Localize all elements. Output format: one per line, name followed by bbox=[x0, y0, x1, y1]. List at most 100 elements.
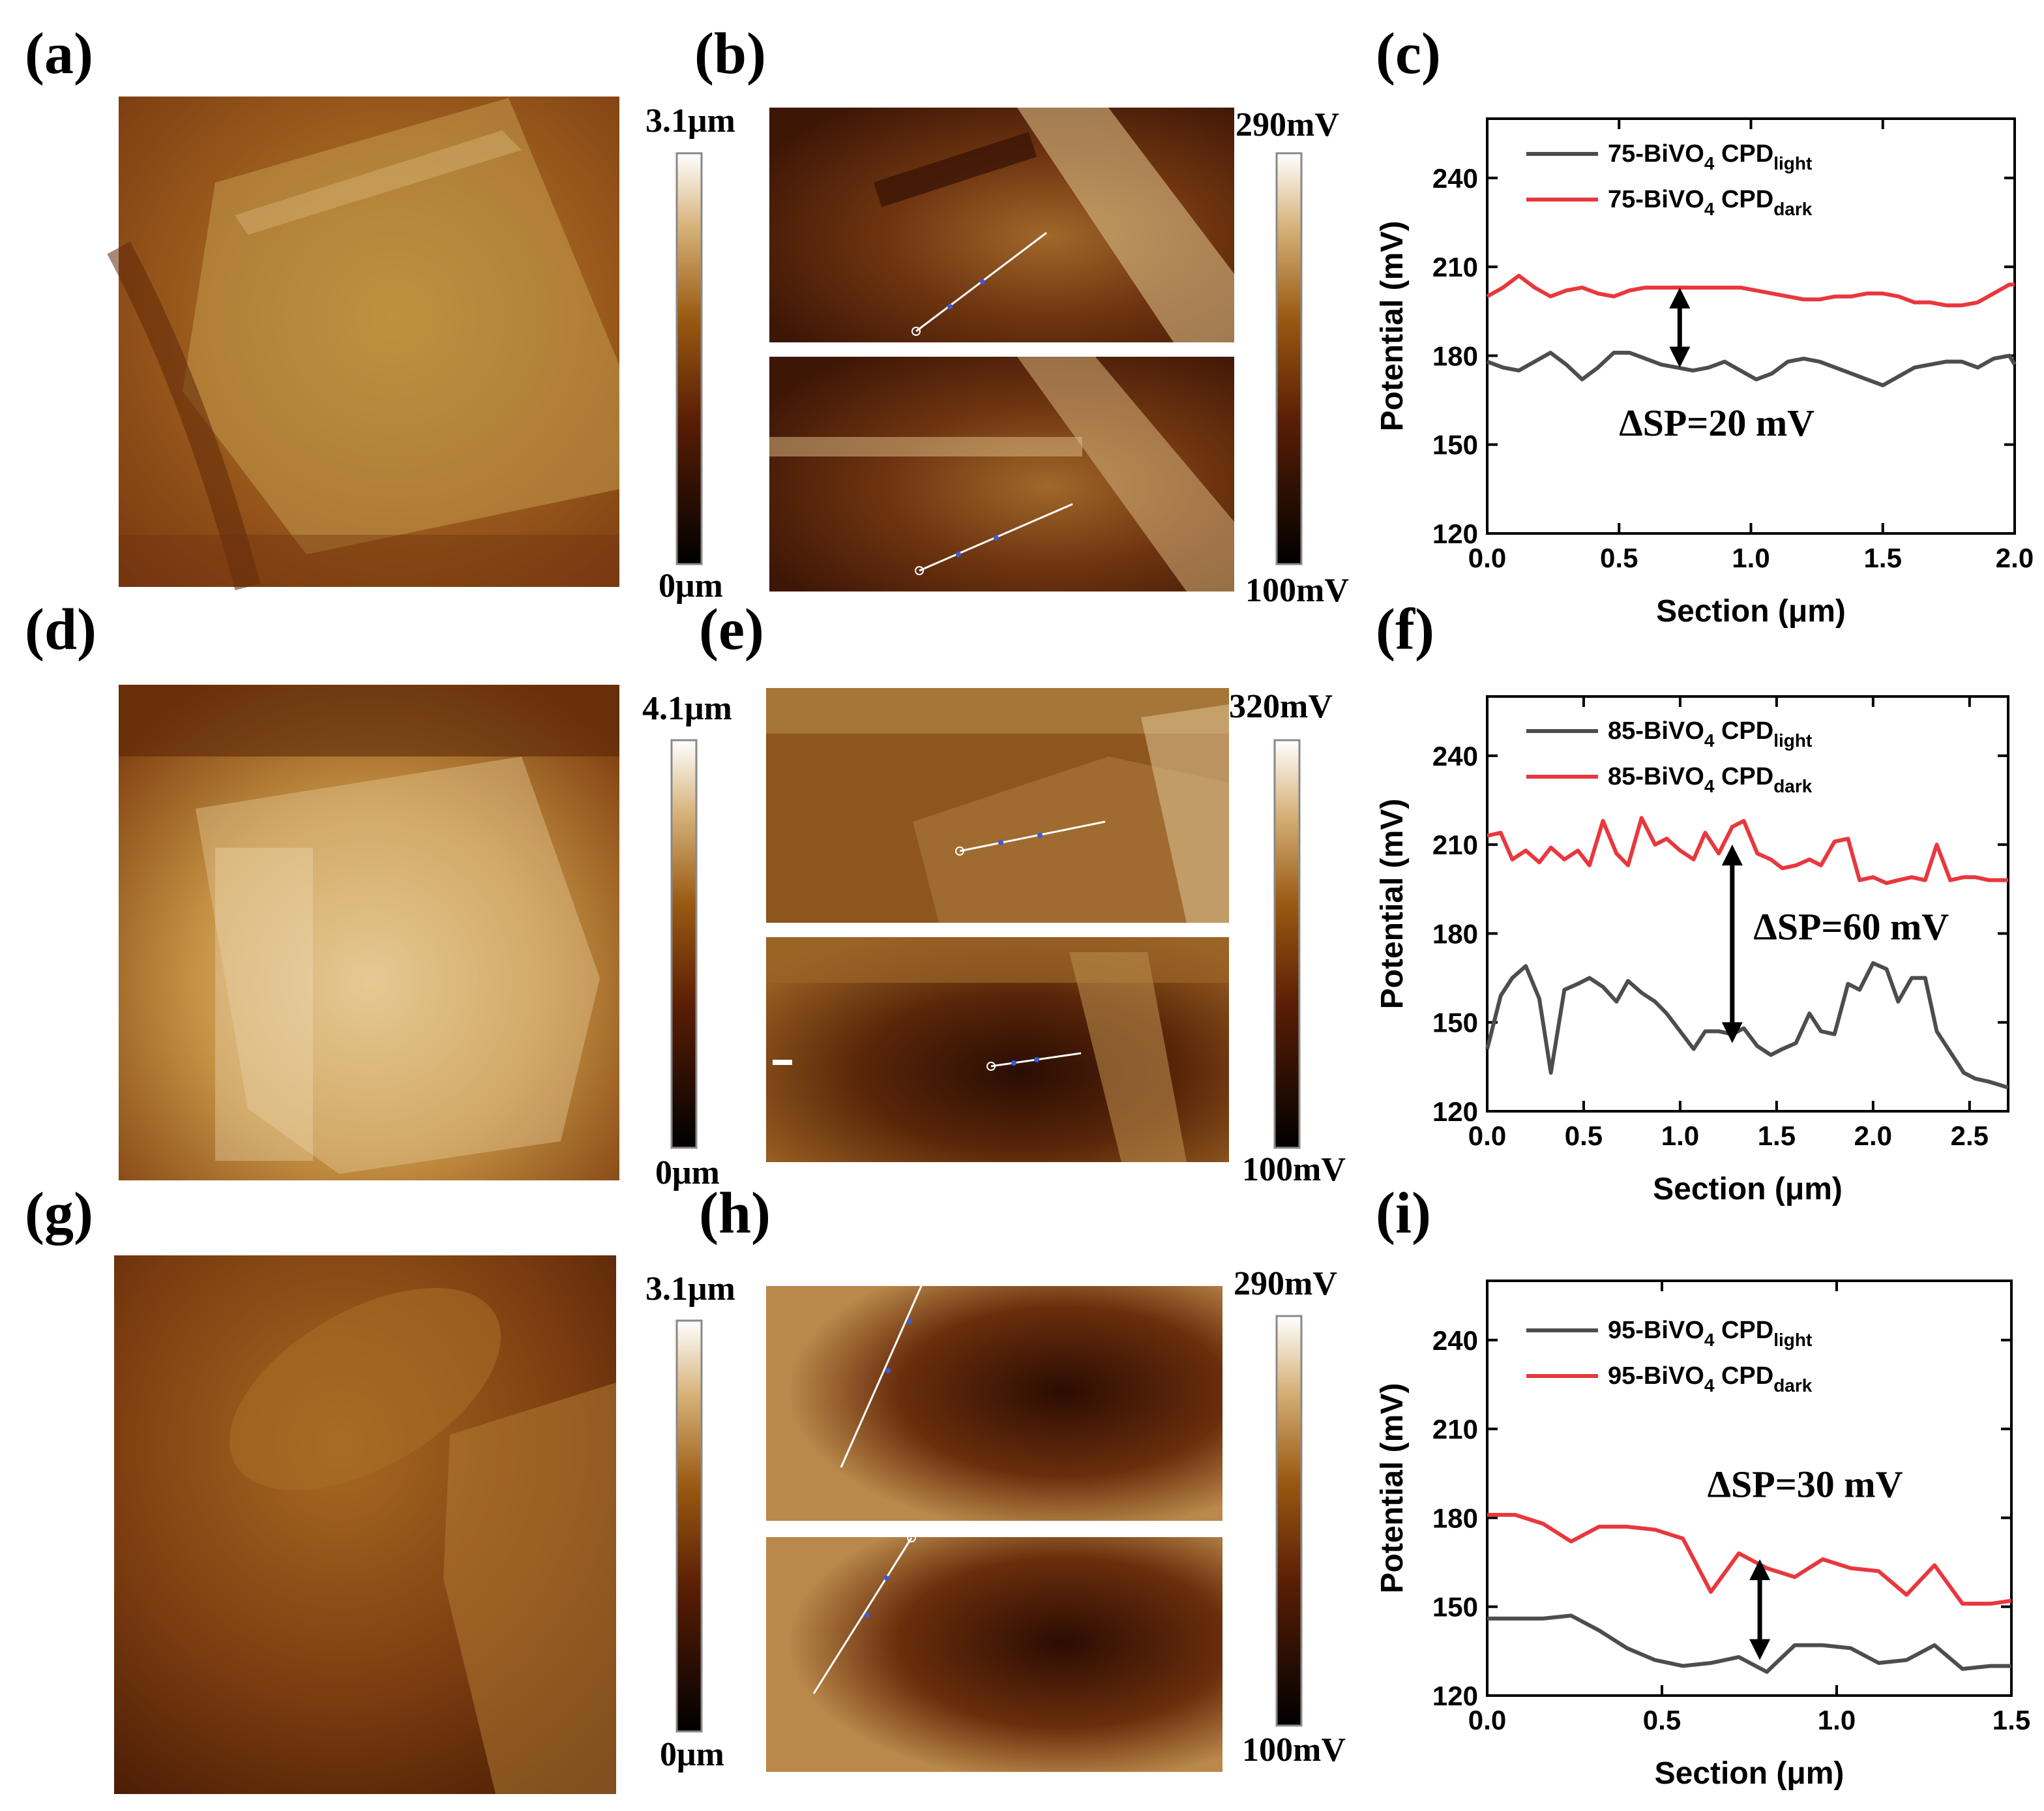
chart-i-ytick-label: 180 bbox=[1432, 1503, 1478, 1533]
colorbar-e-max: 320mV bbox=[1229, 688, 1333, 725]
panel-label-e: (e) bbox=[699, 597, 764, 662]
chart-i-legend-label-light: 95-BiVO4 CPDlight bbox=[1608, 1317, 1812, 1350]
colorbar-b-min: 100mV bbox=[1245, 572, 1349, 609]
chart-f-xtick-label: 0.5 bbox=[1565, 1120, 1603, 1151]
chart-c-series-light bbox=[1486, 350, 2017, 387]
chart-c-y-axis-title: Potential (mV) bbox=[1375, 221, 1410, 432]
colorbar-g: 3.1μm 0μm bbox=[645, 1270, 735, 1773]
colorbar-e-min: 100mV bbox=[1242, 1151, 1346, 1188]
colorbar-a-min: 0μm bbox=[659, 567, 723, 605]
colorbar-g-min: 0μm bbox=[660, 1736, 724, 1773]
chart-c-ytick-label: 180 bbox=[1432, 340, 1478, 371]
chart-i-delta-arrowhead-top bbox=[1749, 1559, 1771, 1581]
chart-c-delta-arrowhead-top bbox=[1669, 287, 1691, 308]
chart-f-ytick-label: 240 bbox=[1432, 741, 1478, 771]
colorbar-g-max: 3.1μm bbox=[645, 1270, 735, 1308]
chart-c-series-dark bbox=[1486, 273, 2015, 308]
chart-c-delta-sp-annotation: ΔSP=20 mV bbox=[1619, 402, 1814, 444]
panel-label-h: (h) bbox=[699, 1181, 771, 1246]
kpfm-image-h-light bbox=[766, 1285, 1222, 1521]
chart-i-legend-label-dark: 95-BiVO4 CPDdark bbox=[1608, 1362, 1813, 1396]
chart-f-xtick-label: 2.0 bbox=[1854, 1120, 1892, 1151]
colorbar-b: 290mV 100mV bbox=[1236, 106, 1349, 609]
chart-c-ytick-label: 240 bbox=[1432, 163, 1478, 194]
chart-c-delta-arrowhead-bottom bbox=[1669, 346, 1691, 368]
chart-c-ytick-label: 210 bbox=[1432, 252, 1478, 282]
colorbar-d-max: 4.1μm bbox=[642, 690, 732, 727]
afm-image-a bbox=[107, 97, 619, 591]
chart-f-x-axis-title: Section (μm) bbox=[1653, 1172, 1843, 1206]
colorbar-d: 4.1μm 0μm bbox=[642, 690, 732, 1191]
chart-f-ytick-label: 210 bbox=[1432, 830, 1478, 860]
colorbar-h-min: 100mV bbox=[1242, 1731, 1346, 1769]
colorbar-h-max: 290mV bbox=[1234, 1265, 1337, 1302]
colorbar-b-max: 290mV bbox=[1236, 106, 1339, 143]
chart-i-series-light bbox=[1487, 1613, 2011, 1674]
chart-c-ytick-label: 150 bbox=[1432, 430, 1478, 460]
chart-i-ytick-label: 210 bbox=[1432, 1414, 1478, 1444]
chart-i-x-axis-title: Section (μm) bbox=[1655, 1756, 1844, 1791]
kpfm-image-h-dark bbox=[766, 1533, 1222, 1772]
chart-i-plot-frame bbox=[1486, 1280, 2013, 1697]
chart-c-x-axis-title: Section (μm) bbox=[1656, 594, 1846, 629]
colorbar-a-max: 3.1μm bbox=[645, 102, 735, 140]
panel-label-g: (g) bbox=[25, 1181, 93, 1246]
chart-i-xtick-label: 1.0 bbox=[1818, 1705, 1856, 1735]
chart-f-series-light bbox=[1485, 961, 2009, 1090]
kpfm-image-b-dark bbox=[769, 357, 1234, 591]
chart-c-plot-frame bbox=[1486, 117, 2016, 535]
chart-c: (c) 120 150 180 210 240 0.0 0.5 1.0 1.5 2.0 Section… bbox=[1375, 22, 2034, 629]
chart-f-xtick-label: 0.0 bbox=[1468, 1120, 1506, 1151]
colorbar-e: 320mV 100mV bbox=[1229, 688, 1346, 1188]
chart-f: (f) 120 150 180 210 240 0.0 0.5 1.0 1.5 2.0 2.5 Sect… bbox=[1375, 597, 2009, 1206]
chart-c-panel-label: (c) bbox=[1376, 22, 1441, 86]
chart-i-y-axis-title: Potential (mV) bbox=[1375, 1383, 1410, 1594]
chart-f-plot-frame bbox=[1486, 695, 2009, 1113]
chart-c-xtick-label: 1.0 bbox=[1732, 543, 1770, 573]
chart-c-xtick-label: 1.5 bbox=[1864, 543, 1902, 573]
chart-f-delta-arrowhead-bottom bbox=[1721, 1022, 1743, 1043]
chart-i-xtick-label: 1.5 bbox=[1992, 1705, 2030, 1735]
afm-image-g bbox=[114, 1255, 616, 1794]
chart-f-xtick-label: 2.5 bbox=[1951, 1120, 1989, 1151]
chart-c-ytick-label: 120 bbox=[1432, 518, 1478, 549]
chart-c-xtick-label: 0.0 bbox=[1468, 543, 1506, 573]
kpfm-image-e-dark bbox=[766, 937, 1229, 1162]
colorbar-d-min: 0μm bbox=[655, 1154, 720, 1191]
panel-label-a: (a) bbox=[25, 22, 93, 86]
chart-f-series-dark bbox=[1487, 816, 2008, 886]
kpfm-image-e-light bbox=[766, 688, 1229, 923]
chart-i-delta-sp-annotation: ΔSP=30 mV bbox=[1708, 1463, 1903, 1506]
chart-f-legend-label-light: 85-BiVO4 CPDlight bbox=[1608, 717, 1812, 751]
chart-i-ytick-label: 120 bbox=[1432, 1681, 1478, 1711]
chart-f-ytick-label: 150 bbox=[1432, 1008, 1478, 1038]
chart-i-delta-arrowhead-bottom bbox=[1749, 1639, 1771, 1660]
chart-f-delta-sp-annotation: ΔSP=60 mV bbox=[1753, 906, 1949, 948]
kpfm-image-b-light bbox=[769, 108, 1234, 342]
chart-f-xtick-label: 1.5 bbox=[1758, 1120, 1796, 1151]
chart-i: (i) 120 150 180 210 240 0.0 0.5 1.0 1.5 Section (μ… bbox=[1375, 1181, 2030, 1791]
chart-i-panel-label: (i) bbox=[1376, 1181, 1431, 1246]
chart-i-ytick-label: 240 bbox=[1432, 1325, 1478, 1356]
chart-c-xtick-label: 2.0 bbox=[1996, 543, 2034, 573]
chart-i-xtick-label: 0.0 bbox=[1468, 1705, 1506, 1735]
afm-image-d bbox=[119, 685, 619, 1180]
chart-f-panel-label: (f) bbox=[1376, 597, 1434, 662]
chart-i-ytick-label: 150 bbox=[1432, 1592, 1478, 1623]
panel-label-d: (d) bbox=[25, 597, 96, 662]
chart-f-legend-label-dark: 85-BiVO4 CPDdark bbox=[1608, 763, 1813, 796]
colorbar-a: 3.1μm 0μm bbox=[645, 102, 735, 605]
chart-c-xtick-label: 0.5 bbox=[1600, 543, 1638, 573]
chart-f-delta-arrowhead-top bbox=[1721, 845, 1743, 866]
chart-i-series-dark bbox=[1487, 1512, 2012, 1606]
chart-i-xtick-label: 0.5 bbox=[1643, 1705, 1681, 1735]
chart-f-ytick-label: 180 bbox=[1432, 918, 1478, 949]
colorbar-h: 290mV 100mV bbox=[1234, 1265, 1346, 1769]
chart-c-legend-label-dark: 75-BiVO4 CPDdark bbox=[1608, 186, 1813, 219]
chart-f-xtick-label: 1.0 bbox=[1661, 1120, 1699, 1151]
chart-f-y-axis-title: Potential (mV) bbox=[1375, 799, 1410, 1010]
chart-c-legend-label-light: 75-BiVO4 CPDlight bbox=[1608, 140, 1812, 173]
chart-f-ytick-label: 120 bbox=[1432, 1096, 1478, 1127]
panel-label-b: (b) bbox=[694, 22, 766, 86]
